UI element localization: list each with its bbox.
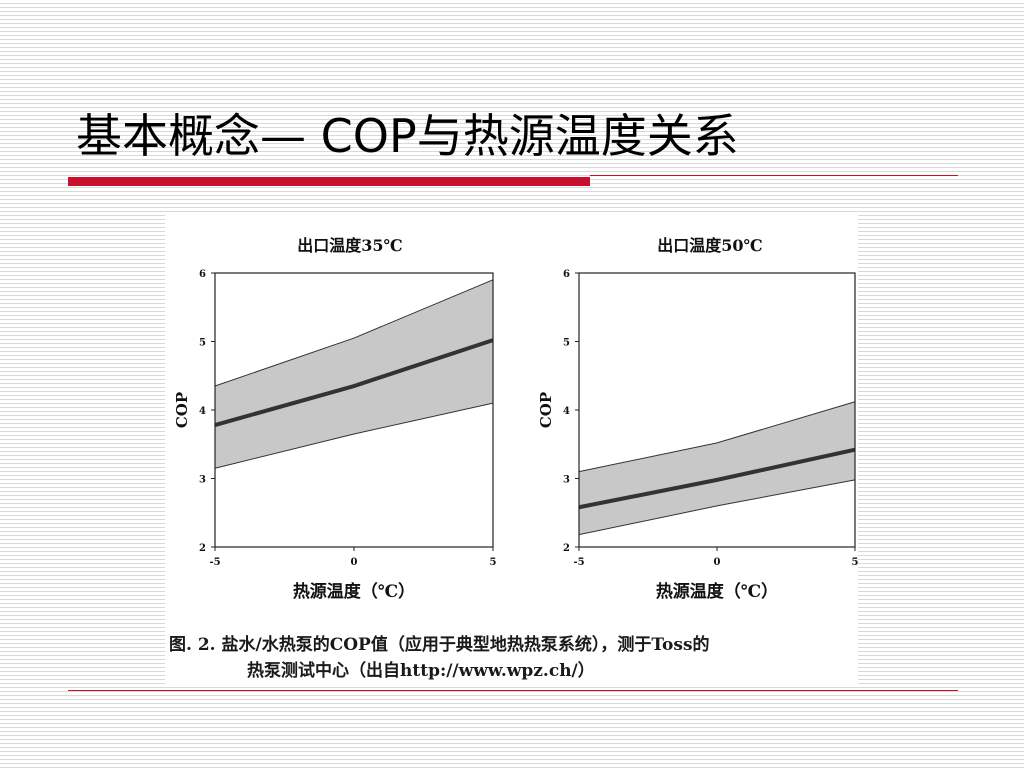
title-underline-accent	[68, 177, 590, 186]
y-axis-label: COP	[173, 392, 191, 428]
cop-range-band	[579, 401, 855, 535]
y-tick-label: 4	[563, 406, 570, 417]
x-tick-label: -5	[573, 557, 584, 568]
cop-figure: 出口温度35℃ 2 3 4 5 6 -5 0 5 COP 热源温度（℃） 出口温度50℃ 2 3 4 5 6 -5…	[165, 215, 858, 687]
title-underline-thin	[590, 175, 958, 176]
figure-caption-line-2: 热泵测试中心（出自http://www.wpz.ch/）	[247, 661, 595, 681]
y-tick-label: 2	[563, 543, 570, 554]
y-axis-label: COP	[537, 392, 555, 428]
mean-cop-line	[214, 338, 494, 427]
bottom-divider	[68, 690, 958, 691]
x-tick-label: 0	[351, 557, 358, 568]
y-tick-label: 6	[563, 269, 570, 280]
y-tick-label: 5	[199, 338, 206, 349]
upper-bound-line	[578, 401, 856, 473]
y-tick-label: 6	[199, 269, 206, 280]
figure-caption-line-1: 图. 2. 盐水/水热泵的COP值（应用于典型地热热泵系统），测于Toss的	[169, 635, 710, 655]
chart-title-2: 出口温度50℃	[657, 236, 762, 255]
cop-range-band	[215, 279, 493, 469]
y-tick-label: 5	[563, 338, 570, 349]
figure-caption: 图. 2. 盐水/水热泵的COP值（应用于典型地热热泵系统），测于Toss的 热…	[169, 632, 710, 684]
mean-cop-line	[578, 447, 856, 510]
cop-charts: 出口温度35℃ 2 3 4 5 6 -5 0 5 COP 热源温度（℃） 出口温度50℃ 2 3 4 5 6 -5…	[173, 236, 858, 602]
x-axis-label: 热源温度（℃）	[656, 581, 778, 602]
y-tick-label: 4	[199, 406, 206, 417]
chart-title-1: 出口温度35℃	[297, 236, 402, 255]
y-tick-label: 3	[199, 475, 206, 486]
x-tick-label: -5	[209, 557, 220, 568]
y-tick-label: 3	[563, 475, 570, 486]
x-axis-label: 热源温度（℃）	[293, 581, 415, 602]
upper-bound-line	[214, 279, 494, 387]
slide-title: 基本概念— COP与热源温度关系	[76, 109, 739, 163]
lower-bound-line	[214, 402, 494, 469]
lower-bound-line	[578, 479, 856, 536]
y-tick-label: 2	[199, 543, 206, 554]
x-tick-label: 0	[714, 557, 721, 568]
x-tick-label: 5	[490, 557, 497, 568]
x-tick-label: 5	[852, 557, 858, 568]
